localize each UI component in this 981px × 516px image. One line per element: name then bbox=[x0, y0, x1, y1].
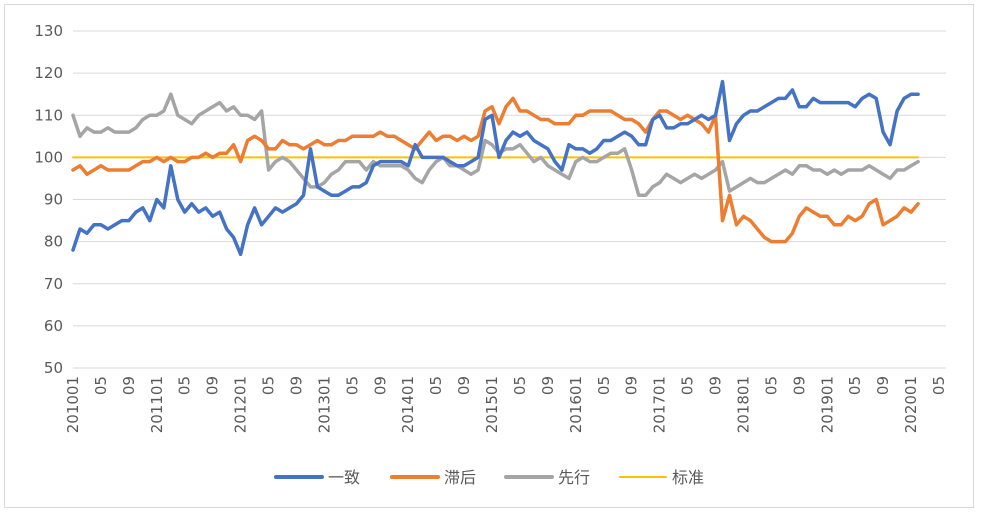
x-tick-label: 09 bbox=[120, 376, 138, 395]
y-tick-label: 70 bbox=[44, 275, 63, 293]
legend-label-xianxing: 先行 bbox=[558, 468, 590, 487]
x-tick-label: 09 bbox=[455, 376, 473, 395]
x-tick-label: 09 bbox=[874, 376, 892, 395]
x-tick-label: 201301 bbox=[315, 376, 333, 433]
x-tick-label: 05 bbox=[511, 376, 529, 395]
x-tick-label: 201101 bbox=[148, 376, 166, 433]
x-tick-label: 09 bbox=[707, 376, 725, 395]
series-lines bbox=[71, 79, 920, 257]
x-tick-label: 05 bbox=[679, 376, 697, 395]
x-tick-label: 09 bbox=[371, 376, 389, 395]
x-tick-label: 201901 bbox=[818, 376, 836, 433]
y-tick-label: 100 bbox=[34, 148, 63, 166]
series-line-xianxing bbox=[71, 92, 920, 198]
y-tick-label: 50 bbox=[44, 359, 63, 377]
x-tick-label: 201401 bbox=[399, 376, 417, 433]
legend: 一致 滞后 先行 标准 bbox=[274, 468, 704, 487]
x-tick-label: 05 bbox=[846, 376, 864, 395]
x-tick-label: 05 bbox=[427, 376, 445, 395]
y-tick-label: 110 bbox=[34, 106, 63, 124]
x-tick-label: 05 bbox=[343, 376, 361, 395]
x-tick-label: 09 bbox=[539, 376, 557, 395]
y-tick-label: 80 bbox=[44, 233, 63, 251]
x-tick-label: 05 bbox=[176, 376, 194, 395]
legend-label-yizhi: 一致 bbox=[328, 468, 360, 487]
chart-frame bbox=[4, 4, 974, 508]
x-tick-label: 09 bbox=[204, 376, 222, 395]
x-tick-label: 09 bbox=[790, 376, 808, 395]
x-tick-label: 201501 bbox=[483, 376, 501, 433]
x-tick-label: 05 bbox=[762, 376, 780, 395]
legend-label-biaozhun: 标准 bbox=[672, 468, 704, 487]
y-tick-label: 130 bbox=[34, 22, 63, 40]
x-tick-label: 05 bbox=[930, 376, 948, 395]
x-tick-label: 05 bbox=[260, 376, 278, 395]
y-tick-label: 60 bbox=[44, 317, 63, 335]
x-tick-label: 09 bbox=[623, 376, 641, 395]
x-tick-label: 09 bbox=[287, 376, 305, 395]
series-line-zhihou bbox=[71, 96, 920, 244]
x-tick-label: 05 bbox=[595, 376, 613, 395]
x-tick-label: 201201 bbox=[232, 376, 250, 433]
gridlines bbox=[73, 30, 946, 369]
x-tick-label: 201801 bbox=[734, 376, 752, 433]
x-tick-label: 202001 bbox=[902, 376, 920, 433]
x-tick-label: 201701 bbox=[651, 376, 669, 433]
y-tick-label: 90 bbox=[44, 191, 63, 209]
x-tick-label: 05 bbox=[92, 376, 110, 395]
series-line-yizhi bbox=[71, 79, 920, 257]
x-tick-label: 201601 bbox=[567, 376, 585, 433]
y-tick-label: 120 bbox=[34, 64, 63, 82]
y-axis-ticks: 50 60 70 80 90 100 110 120 130 bbox=[34, 22, 63, 377]
legend-label-zhihou: 滞后 bbox=[444, 468, 476, 487]
x-axis-ticks: 201001 05 09 201101 05 09 201201 05 09 201301 05 09… bbox=[64, 376, 948, 433]
x-tick-label: 201001 bbox=[64, 376, 82, 433]
